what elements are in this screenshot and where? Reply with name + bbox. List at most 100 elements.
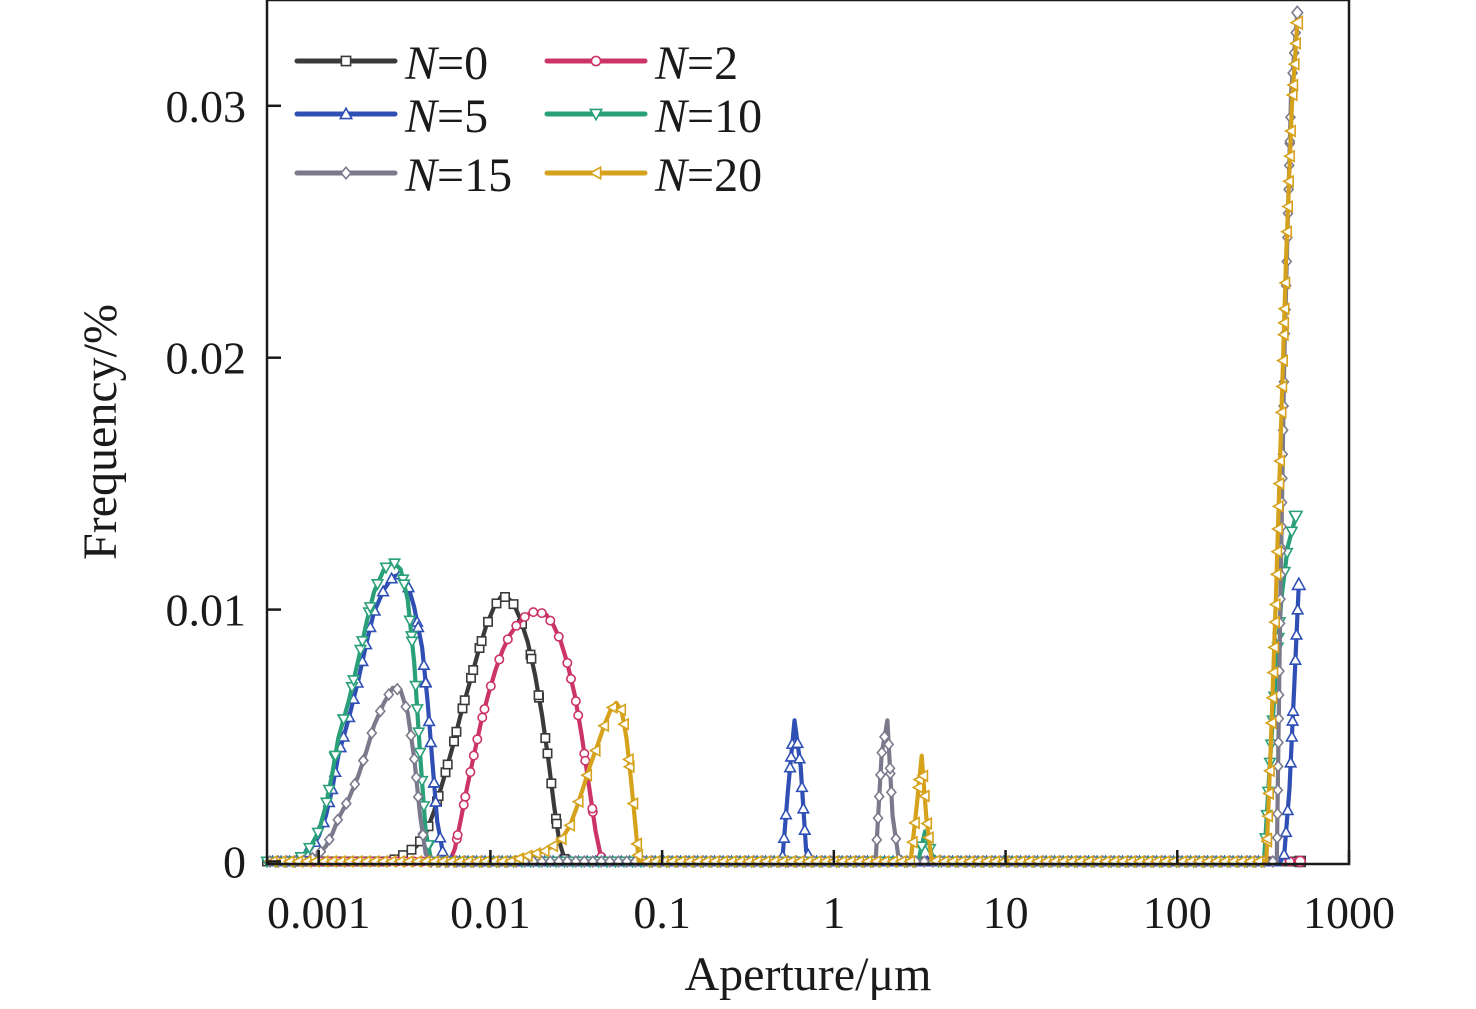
data-point — [433, 830, 447, 843]
y-tick-label: 0.01 — [166, 585, 247, 636]
data-point — [916, 769, 929, 783]
data-point — [617, 717, 629, 731]
data-point — [400, 700, 412, 714]
data-point — [1287, 57, 1300, 71]
data-point — [468, 665, 479, 676]
data-point — [1284, 755, 1298, 768]
data-point — [905, 835, 918, 849]
data-point — [422, 714, 436, 727]
data-point — [412, 727, 426, 740]
data-point — [580, 755, 591, 766]
data-point — [920, 816, 933, 831]
legend-marker — [340, 55, 352, 67]
data-point — [784, 749, 798, 762]
data-point — [883, 737, 895, 751]
data-point — [451, 726, 462, 737]
data-point — [796, 801, 810, 814]
legend-item: N=0 — [294, 37, 488, 90]
x-tick-label: 100 — [1143, 887, 1212, 938]
x-tick-label: 10 — [983, 887, 1029, 938]
data-point — [491, 598, 502, 609]
data-point — [499, 591, 510, 602]
data-point — [482, 616, 493, 627]
data-point — [442, 759, 453, 770]
x-tick-label: 0.01 — [450, 887, 531, 938]
data-point — [409, 680, 423, 693]
data-point — [533, 690, 544, 701]
legend-label-var: N — [654, 37, 690, 90]
data-point — [573, 710, 584, 721]
legend-marker — [590, 55, 602, 67]
data-point — [528, 607, 539, 618]
data-point — [1289, 627, 1304, 640]
data-point — [1286, 78, 1299, 92]
data-point — [408, 752, 420, 766]
data-point — [1275, 379, 1288, 394]
data-point — [1284, 124, 1296, 138]
data-point — [1269, 567, 1282, 581]
data-point — [777, 831, 791, 843]
data-point — [413, 747, 427, 760]
data-point — [921, 830, 934, 845]
data-point — [357, 754, 369, 768]
y-axis-label: Frequency/% — [74, 304, 127, 560]
data-point — [319, 797, 334, 810]
data-point — [871, 833, 883, 847]
series-3 — [260, 510, 1304, 869]
data-point — [448, 736, 459, 747]
data-point — [563, 818, 576, 833]
legend-label: N=20 — [654, 149, 762, 202]
legend-label-var: N — [654, 90, 690, 143]
data-point — [1285, 526, 1299, 539]
data-point — [1279, 825, 1293, 838]
data-point — [1282, 174, 1294, 188]
data-point — [328, 750, 342, 763]
data-point — [529, 846, 542, 861]
legend-label-var: N — [404, 90, 440, 143]
legend-label-var: N — [404, 149, 440, 202]
data-point — [429, 794, 443, 807]
data-point — [405, 636, 419, 649]
data-point — [485, 681, 496, 692]
data-point — [621, 752, 634, 767]
legend-label: N=5 — [404, 90, 488, 143]
data-point — [323, 833, 335, 847]
data-point — [546, 839, 559, 853]
data-point — [792, 751, 807, 764]
data-point — [626, 796, 639, 811]
data-point — [410, 704, 424, 716]
data-point — [1271, 831, 1283, 845]
data-point — [1261, 809, 1274, 823]
data-point — [630, 837, 643, 851]
data-point — [1264, 716, 1277, 730]
legend-label: N=10 — [654, 90, 762, 143]
legend-marker — [340, 166, 352, 180]
data-point — [1270, 545, 1283, 559]
data-point — [1285, 729, 1299, 742]
legend-marker — [338, 106, 354, 120]
y-tick-label: 0.03 — [166, 81, 247, 132]
data-point — [795, 780, 809, 793]
x-tick-label: 1 — [822, 887, 845, 938]
plot-series — [260, 5, 1307, 869]
data-point — [1291, 576, 1307, 591]
data-point — [1267, 640, 1280, 654]
axis-ticks: 0.001 0.01 0.1 1 10 100 1000 0 0.01 0.02 0.03 — [166, 81, 1396, 938]
data-point — [873, 790, 885, 803]
data-point — [1271, 522, 1283, 536]
data-point — [424, 735, 438, 748]
data-point — [1276, 328, 1289, 342]
data-point — [379, 562, 393, 575]
legend-item: N=5 — [294, 90, 488, 143]
data-point — [435, 844, 450, 857]
data-point — [465, 767, 476, 778]
data-point — [477, 712, 488, 723]
data-point — [879, 730, 891, 744]
legend-item: N=2 — [544, 37, 738, 90]
data-point — [1280, 225, 1293, 239]
series-markers — [265, 15, 1304, 869]
data-point — [457, 703, 468, 714]
data-point — [1288, 510, 1304, 525]
legend-label-value: =2 — [687, 37, 738, 90]
